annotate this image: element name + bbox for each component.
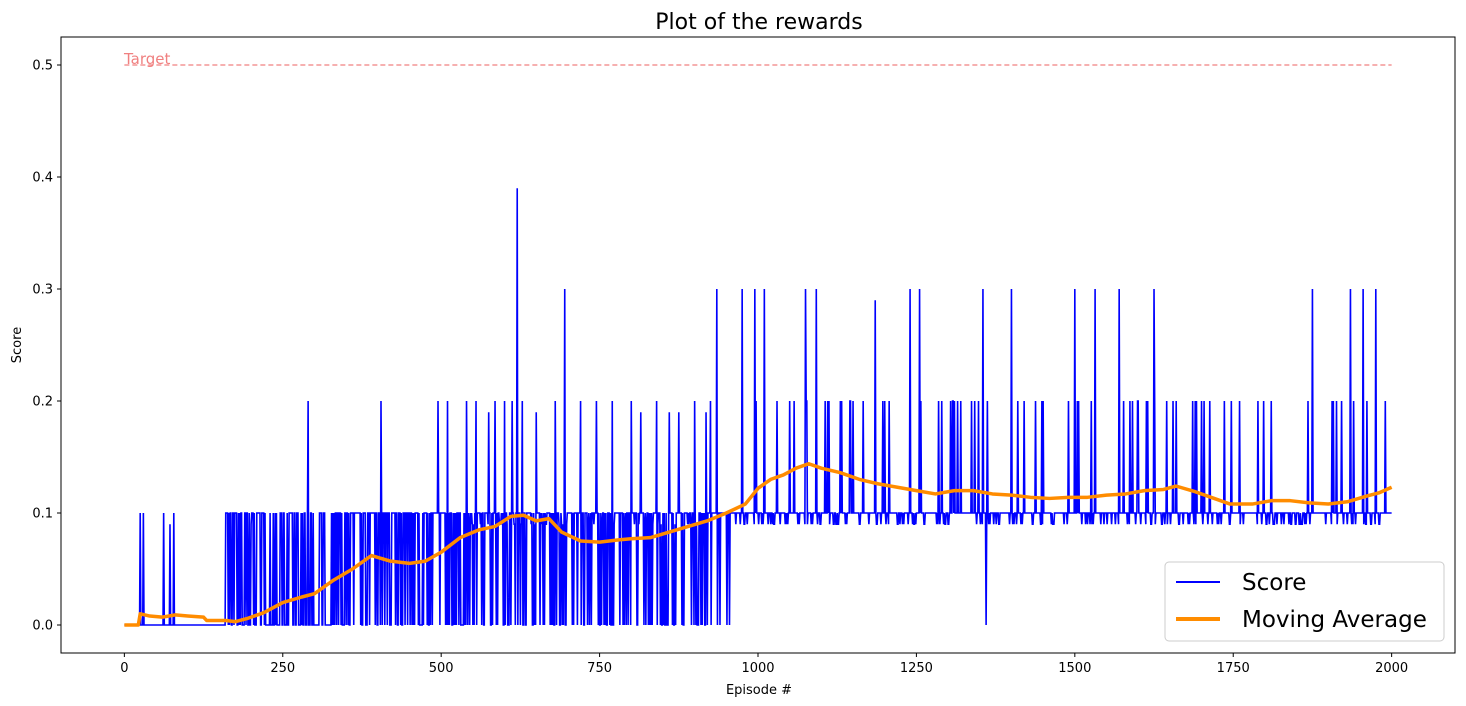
x-tick-label: 1250 <box>900 661 933 676</box>
x-tick-label: 500 <box>429 661 454 676</box>
x-axis: 0 250 500 750 1000 1250 1500 1750 2000 <box>120 653 1408 676</box>
legend-label-moving-average: Moving Average <box>1242 607 1427 633</box>
x-tick-label: 1000 <box>741 661 774 676</box>
x-tick-label: 250 <box>270 661 295 676</box>
x-axis-title: Episode # <box>726 683 792 698</box>
legend-label-score: Score <box>1242 570 1306 596</box>
plot-layer <box>124 64 1393 627</box>
x-tick-label: 750 <box>587 661 612 676</box>
series-score-line <box>124 188 1392 626</box>
y-tick-label: 0.4 <box>32 171 53 186</box>
x-tick-label: 1500 <box>1058 661 1091 676</box>
x-tick-label: 1750 <box>1217 661 1250 676</box>
y-tick-label: 0.0 <box>32 619 53 634</box>
x-tick-label: 0 <box>120 661 128 676</box>
series-moving-average-line <box>124 461 1393 627</box>
y-tick-label: 0.3 <box>32 283 53 298</box>
y-tick-label: 0.2 <box>32 395 53 410</box>
legend-box <box>1164 561 1445 642</box>
legend: Score Moving Average <box>1164 561 1445 642</box>
y-axis-title: Score <box>10 327 25 363</box>
x-tick-label: 2000 <box>1375 661 1408 676</box>
y-tick-label: 0.1 <box>32 507 53 522</box>
chart-title: Plot of the rewards <box>655 10 862 35</box>
target-label: Target <box>123 50 171 68</box>
y-axis: 0.0 0.1 0.2 0.3 0.4 0.5 <box>32 59 61 634</box>
y-tick-label: 0.5 <box>32 59 53 74</box>
